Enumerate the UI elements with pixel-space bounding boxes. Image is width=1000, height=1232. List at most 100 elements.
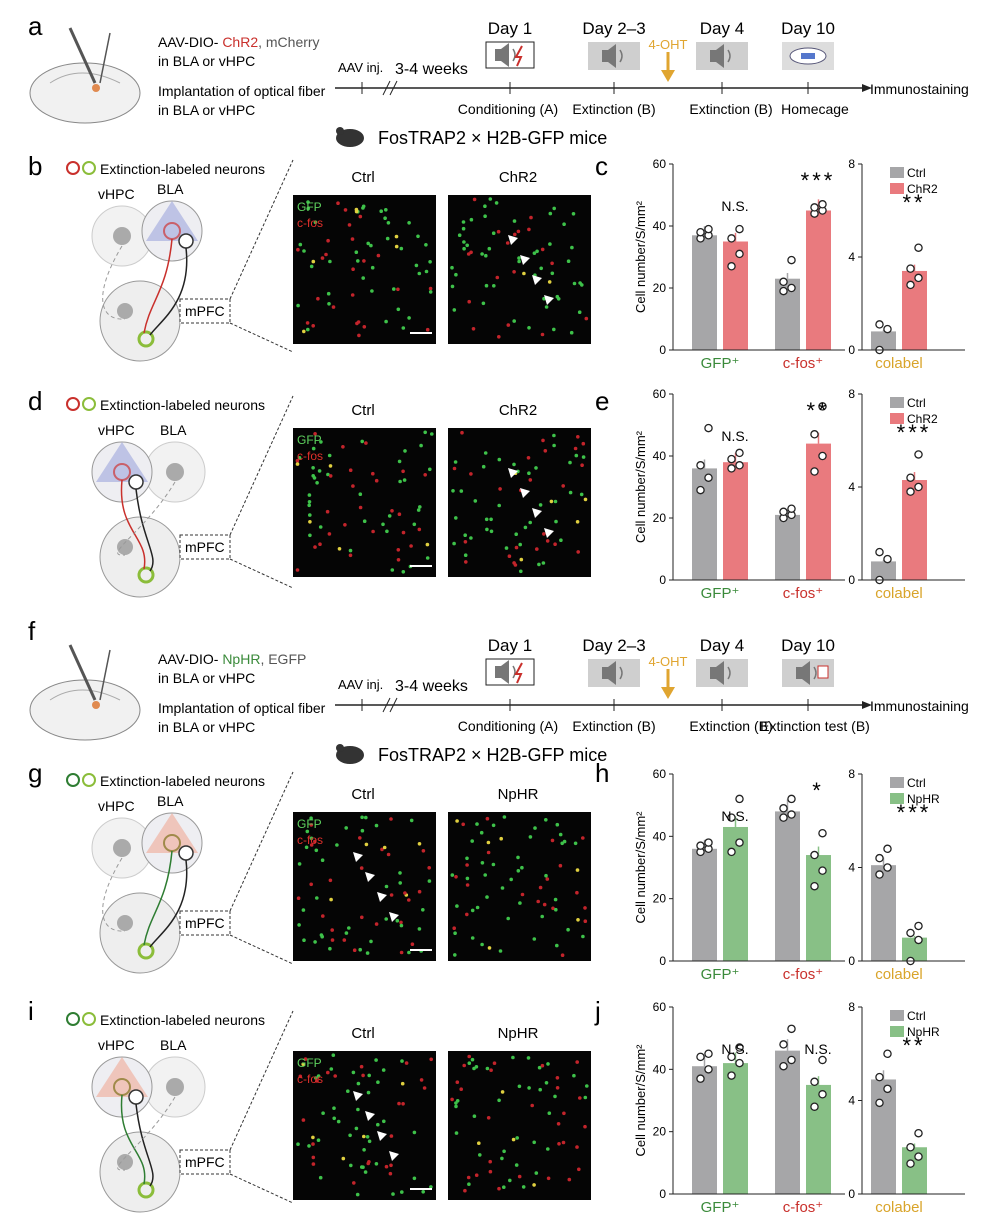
cell-dot (486, 1116, 491, 1120)
cell-dot (351, 267, 355, 272)
data-point (914, 1128, 923, 1138)
cell-dot (534, 466, 538, 470)
cell-dot (305, 829, 310, 834)
cell-dot (428, 467, 432, 472)
cell-dot (417, 271, 422, 276)
cell-dot (384, 917, 389, 921)
cell-dot (527, 326, 531, 330)
cell-dot (497, 1098, 501, 1103)
cell-dot (321, 1111, 325, 1115)
cell-dot (575, 1060, 579, 1064)
cell-dot (512, 270, 516, 274)
cell-dot (308, 513, 312, 517)
cell-dot (518, 542, 522, 547)
cell-dot (489, 517, 493, 522)
cell-dot (428, 290, 433, 294)
cell-dot (497, 503, 502, 508)
cell-dot (581, 836, 585, 840)
legend-ring-icon (66, 161, 80, 175)
cell-dot (506, 916, 511, 921)
cell-dot (306, 206, 311, 211)
cell-dot (311, 474, 316, 478)
colabel-arrow-icon (377, 1131, 387, 1141)
projection-axon (120, 1094, 146, 1185)
cell-dot (347, 926, 351, 930)
data-point (735, 224, 744, 234)
cell-dot (465, 863, 469, 867)
y-tick-label: 4 (848, 250, 855, 264)
target-neuron-icon (137, 330, 155, 348)
panel-letter-i: i (28, 996, 34, 1026)
bar (806, 1084, 831, 1194)
marker-cfos: c-fos (297, 833, 323, 847)
cell-dot (379, 209, 384, 213)
cell-dot (578, 1096, 582, 1100)
cell-dot (497, 335, 501, 339)
cell-dot (583, 497, 588, 502)
cell-dot (553, 542, 557, 546)
cell-dot (358, 214, 363, 219)
projection-axon (143, 850, 173, 946)
panel-letter-d: d (28, 386, 42, 416)
cell-dot (371, 529, 375, 534)
y-tick-label: 8 (848, 767, 855, 781)
cell-dot (320, 858, 325, 862)
cell-dot (427, 879, 432, 883)
legend-label: Ctrl (907, 396, 926, 410)
cell-dot (520, 892, 525, 897)
cell-dot (412, 1176, 417, 1181)
y-axis-label: Cell number/S/mm² (633, 1044, 648, 1157)
cell-dot (401, 570, 406, 574)
cell-dot (311, 1142, 315, 1146)
micrograph-pair: Ctrl ChR2 GFP c-fos (293, 402, 591, 577)
cell-dot (584, 316, 589, 321)
cell-dot (514, 532, 518, 536)
micrograph-image (448, 195, 591, 344)
cell-dot (307, 493, 312, 497)
data-point (906, 1159, 915, 1168)
cell-dot (516, 855, 520, 860)
cell-dot (396, 558, 401, 562)
data-point (818, 451, 827, 461)
cell-dot (583, 906, 587, 910)
speaker-icon (602, 50, 608, 62)
cell-dot (320, 934, 325, 939)
cell-dot (512, 462, 516, 467)
cell-dot (485, 816, 490, 821)
neuron-icon (113, 839, 131, 857)
weeks-label: 3-4 weeks (395, 61, 468, 78)
sound-wave-icon (512, 665, 516, 679)
session-label: Extinction (B) (689, 101, 772, 117)
cell-dot (301, 1118, 306, 1122)
y-tick-label: 20 (653, 1125, 667, 1139)
mice-label: FosTRAP2 × H2B-GFP mice (378, 128, 607, 148)
data-point (727, 464, 736, 473)
neuron-icon (178, 845, 194, 861)
cell-dot (364, 842, 369, 847)
cell-dot (336, 201, 340, 205)
cell-dot (512, 319, 516, 323)
cell-dot (558, 832, 563, 837)
cell-dot (302, 249, 306, 253)
session-label: Conditioning (A) (458, 101, 558, 117)
cell-dot (348, 468, 353, 473)
cell-dot (374, 1162, 379, 1166)
cell-dot (360, 915, 364, 920)
cell-dot (463, 533, 468, 537)
data-point (810, 1077, 819, 1087)
legend-swatch (890, 793, 904, 804)
cell-dot (514, 545, 519, 550)
data-point (906, 280, 915, 290)
data-point (787, 810, 796, 819)
panel-letter-b: b (28, 151, 42, 181)
chart-h-colabel: 0 4 8 colabel *** Ctrl NpHR (848, 767, 965, 983)
data-point (727, 262, 736, 271)
projection-axon-dashed (102, 245, 126, 320)
projection-axon (149, 247, 188, 336)
bar (723, 462, 748, 580)
bar (806, 210, 831, 350)
cell-dot (491, 862, 496, 867)
cell-dot (528, 478, 533, 482)
data-point (735, 1043, 744, 1052)
